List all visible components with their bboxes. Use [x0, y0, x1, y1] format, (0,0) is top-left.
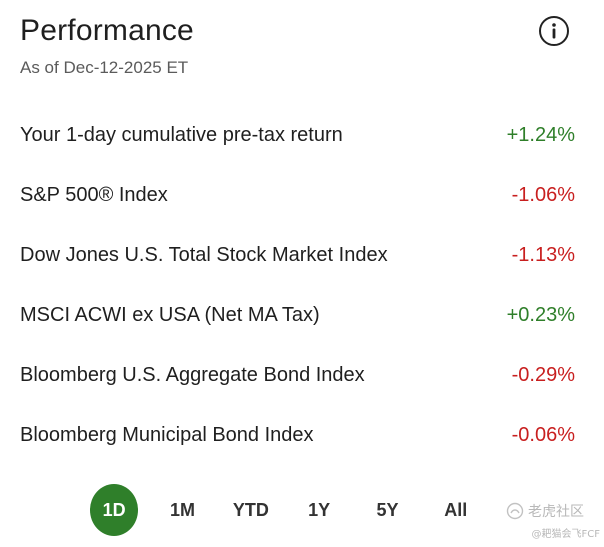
row-label: Bloomberg Municipal Bond Index: [20, 423, 314, 446]
info-icon: [539, 16, 569, 46]
row-label: Dow Jones U.S. Total Stock Market Index: [20, 243, 388, 266]
range-ytd-button[interactable]: YTD: [232, 499, 269, 520]
row-label: Bloomberg U.S. Aggregate Bond Index: [20, 363, 365, 386]
performance-list: Your 1-day cumulative pre-tax return +1.…: [20, 105, 575, 465]
range-all-button[interactable]: All: [444, 499, 468, 520]
watermark: 老虎社区 @耙猫会飞FCF: [506, 501, 600, 543]
row-label: S&P 500® Index: [20, 183, 168, 206]
performance-row: Bloomberg Municipal Bond Index -0.06%: [20, 405, 575, 465]
row-value: +1.24%: [506, 123, 575, 146]
performance-row: Dow Jones U.S. Total Stock Market Index …: [20, 225, 575, 285]
performance-row: Bloomberg U.S. Aggregate Bond Index -0.2…: [20, 345, 575, 405]
row-value: -0.06%: [511, 423, 575, 446]
watermark-community: 老虎社区: [528, 504, 584, 520]
range-5y-button[interactable]: 5Y: [376, 499, 399, 520]
range-1d-button[interactable]: 1D: [90, 484, 139, 536]
range-1m-button[interactable]: 1M: [169, 499, 195, 520]
time-range-selector: 1D 1M YTD 1Y 5Y All: [90, 484, 500, 536]
row-label: Your 1-day cumulative pre-tax return: [20, 123, 343, 146]
row-value: +0.23%: [506, 303, 575, 326]
performance-row: S&P 500® Index -1.06%: [20, 165, 575, 225]
row-value: -0.29%: [511, 363, 575, 386]
performance-row: MSCI ACWI ex USA (Net MA Tax) +0.23%: [20, 285, 575, 345]
row-value: -1.13%: [511, 243, 575, 266]
info-button[interactable]: [538, 15, 570, 47]
as-of-date: As of Dec-12-2025 ET: [20, 58, 189, 77]
performance-row: Your 1-day cumulative pre-tax return +1.…: [20, 105, 575, 165]
row-label: MSCI ACWI ex USA (Net MA Tax): [20, 303, 320, 326]
range-1y-button[interactable]: 1Y: [308, 499, 331, 520]
page-title: Performance: [20, 14, 194, 47]
row-value: -1.06%: [511, 183, 575, 206]
watermark-author: @耙猫会飞FCF: [531, 529, 601, 540]
tiger-logo-icon: [506, 502, 524, 520]
